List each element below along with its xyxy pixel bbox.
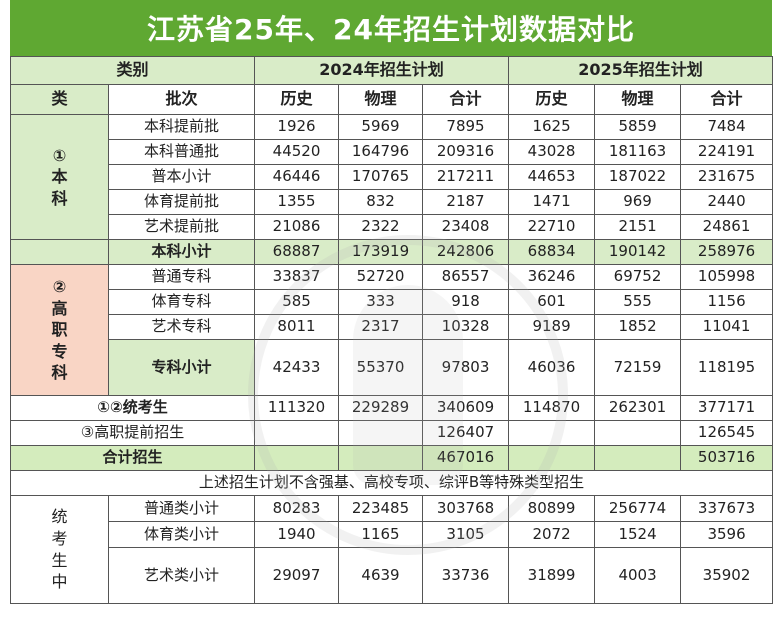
page-title: 江苏省25年、24年招生计划数据对比 (10, 0, 772, 56)
table-row: 体育类小计 1940 1165 3105 2072 1524 3596 (11, 521, 774, 548)
gaozhi-label: ② 高 职 专 科 (10, 264, 109, 396)
table-row: 艺术专科 8011 2317 10328 9189 1852 11041 (11, 314, 774, 340)
header-phys-2025: 物理 (594, 84, 682, 115)
note-row: 上述招生计划不含强基、高校专项、综评B等特殊类型招生 (9, 470, 774, 496)
table-row: 统 考 生 中 普通类小计 80283 223485 303768 80899 256… (10, 495, 774, 604)
header-total-2024: 合计 (422, 84, 510, 115)
tiqian-row: ③高职提前招生 126407 126545 (9, 420, 774, 446)
note-text: 上述招生计划不含强基、高校专项、综评B等特殊类型招生 (9, 470, 774, 496)
header-hist-2024: 历史 (254, 84, 340, 115)
header-row-1: 类别 2024年招生计划 2025年招生计划 (9, 56, 774, 85)
table-row: ① 本 科 本科提前批 1926 5969 7895 1625 5859 7484 (10, 114, 774, 240)
header-category: 类别 (9, 56, 256, 85)
header-total-2025: 合计 (680, 84, 774, 115)
header-lei: 类 (10, 84, 109, 115)
table-row: 普本小计 46446 170765 217211 44653 187022 231675 (11, 164, 774, 190)
subtotal-row: 专科小计 42433 55370 97803 46036 72159 118195 (11, 339, 774, 396)
data-table: 类别 2024年招生计划 2025年招生计划 类 批次 历史 物理 合计 历史 … (9, 56, 774, 604)
header-pici: 批次 (107, 84, 256, 115)
table-row: 艺术提前批 21086 2322 23408 22710 2151 24861 (11, 214, 774, 240)
page: 江苏省25年、24年招生计划数据对比 类别 2024年招生计划 2025年招生计… (9, 0, 774, 604)
table-row: 体育专科 585 333 918 601 555 1156 (11, 289, 774, 315)
header-2025: 2025年招生计划 (508, 56, 774, 85)
header-2024: 2024年招生计划 (254, 56, 510, 85)
header-row-2: 类 批次 历史 物理 合计 历史 物理 合计 (10, 84, 774, 115)
benke-label: ① 本 科 (10, 114, 109, 240)
table-row: 本科普通批 44520 164796 209316 43028 181163 22419… (11, 139, 774, 165)
subtotal-row: 本科小计 68887 173919 242806 68834 190142 258976 (10, 239, 774, 265)
header-hist-2025: 历史 (508, 84, 596, 115)
table-row: ② 高 职 专 科 普通专科 33837 52720 86557 36246 6975… (10, 264, 774, 396)
table-row: 体育提前批 1355 832 2187 1471 969 2440 (11, 189, 774, 215)
benke-subtotal-spacer (10, 239, 109, 265)
heji-row: 合计招生 467016 503716 (9, 445, 774, 471)
header-phys-2024: 物理 (338, 84, 424, 115)
table-row: 艺术类小计 29097 4639 33736 31899 4003 35902 (11, 547, 774, 604)
tongkaosheng-label: 统 考 生 中 (10, 495, 109, 604)
tongkao-row: ①②统考生 111320 229289 340609 114870 262301 377… (9, 395, 774, 421)
